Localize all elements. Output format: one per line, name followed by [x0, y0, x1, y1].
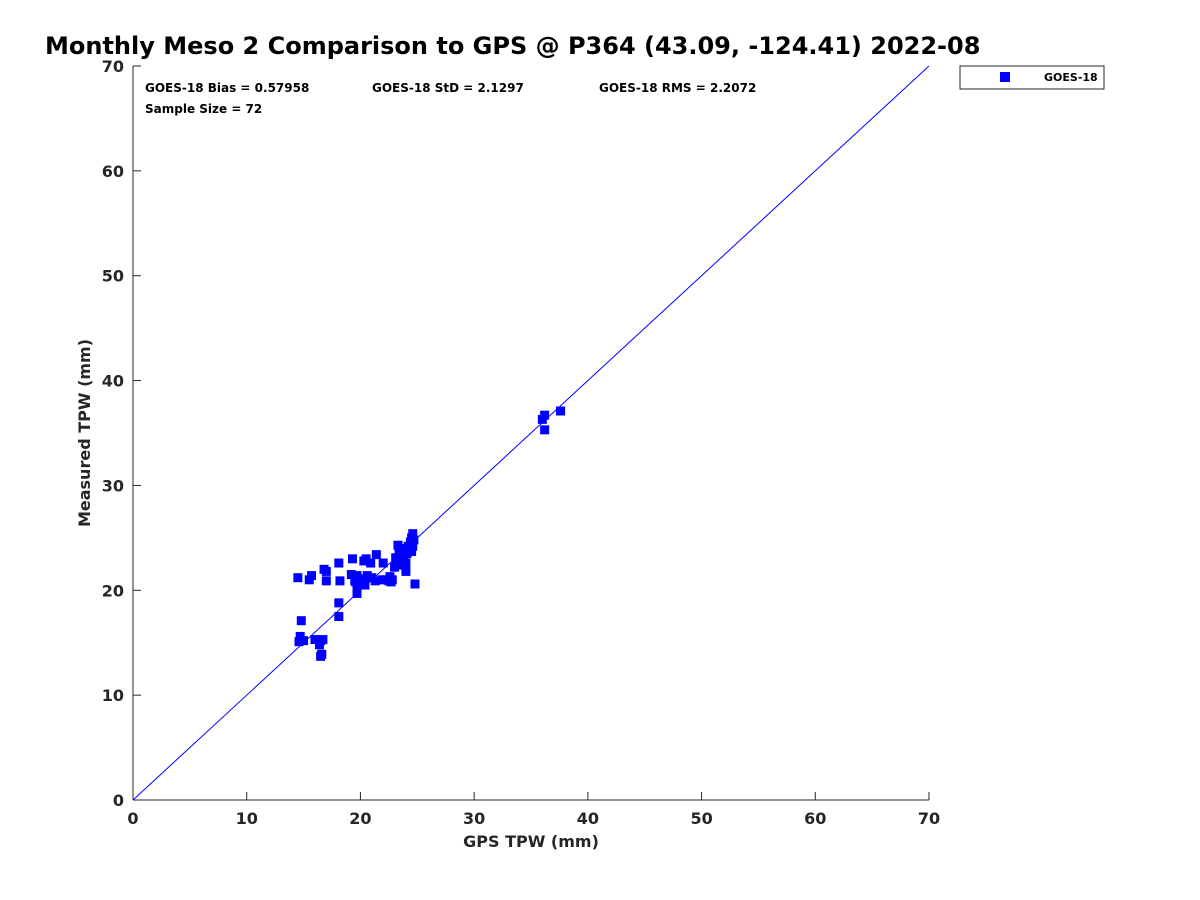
stat-std: GOES-18 StD = 2.1297 [372, 81, 524, 95]
data-point [390, 562, 400, 572]
data-point [366, 558, 376, 568]
y-tick-label: 60 [102, 162, 124, 181]
data-point [299, 636, 309, 646]
y-tick-label: 10 [102, 686, 124, 705]
data-point [310, 635, 320, 645]
data-point [346, 570, 356, 580]
legend: GOES-18 [959, 65, 1105, 90]
data-point [401, 566, 411, 576]
data-point [394, 546, 404, 556]
data-point [393, 540, 403, 550]
stat-sample-size: Sample Size = 72 [145, 102, 262, 116]
one-to-one-reference-line [132, 65, 930, 801]
data-point [351, 577, 361, 587]
data-point [540, 410, 550, 420]
y-tick-label: 70 [102, 57, 124, 76]
legend-label-goes-18: GOES-18 [1044, 71, 1098, 84]
data-point [401, 558, 411, 568]
data-point [321, 576, 331, 586]
data-point [296, 616, 306, 626]
x-axis-label: GPS TPW (mm) [463, 832, 599, 851]
stat-rms: GOES-18 RMS = 2.2072 [599, 81, 756, 95]
data-point [334, 558, 344, 568]
data-point [314, 640, 324, 650]
y-tick-label: 20 [102, 581, 124, 600]
data-point [360, 580, 370, 590]
data-point [409, 535, 419, 545]
x-tick-label: 70 [918, 809, 940, 828]
data-point [347, 554, 357, 564]
y-axis-label: Measured TPW (mm) [75, 339, 94, 527]
data-point [334, 612, 344, 621]
data-point [335, 576, 345, 586]
data-point [361, 554, 371, 564]
x-tick-label: 0 [127, 809, 138, 828]
y-tick-label: 50 [102, 267, 124, 286]
data-point [294, 637, 304, 647]
data-point [352, 588, 362, 598]
legend-marker-square-icon [1000, 72, 1010, 82]
data-point [400, 544, 410, 554]
x-tick-label: 40 [577, 809, 599, 828]
data-point [318, 635, 328, 645]
data-point [307, 571, 317, 581]
data-point [404, 542, 414, 552]
data-point [358, 574, 368, 584]
x-tick-label: 10 [236, 809, 258, 828]
x-tick-label: 50 [690, 809, 712, 828]
data-point [408, 529, 418, 539]
data-point [321, 566, 331, 576]
data-point [334, 598, 344, 608]
data-point [540, 425, 550, 435]
data-point [387, 575, 397, 585]
data-point [293, 573, 303, 583]
data-point [370, 576, 380, 586]
y-tick-label: 40 [102, 372, 124, 391]
y-tick-label: 30 [102, 476, 124, 495]
legend-box [959, 65, 1105, 90]
data-point [378, 558, 388, 568]
x-tick-label: 60 [804, 809, 826, 828]
axis-ticks: 0 10 20 30 40 50 60 70 0 10 20 30 40 50 60 70 [102, 57, 940, 828]
x-tick-label: 20 [349, 809, 371, 828]
data-point [352, 571, 362, 581]
data-point [410, 579, 420, 589]
data-point [317, 649, 327, 659]
stat-bias: GOES-18 Bias = 0.57958 [145, 81, 309, 95]
data-point [362, 571, 372, 581]
x-tick-label: 30 [463, 809, 485, 828]
chart-title: Monthly Meso 2 Comparison to GPS @ P364 … [45, 32, 980, 60]
data-points [293, 406, 566, 661]
data-point [556, 406, 566, 416]
data-point [371, 550, 381, 560]
axes [132, 66, 929, 801]
y-tick-label: 0 [113, 791, 124, 810]
